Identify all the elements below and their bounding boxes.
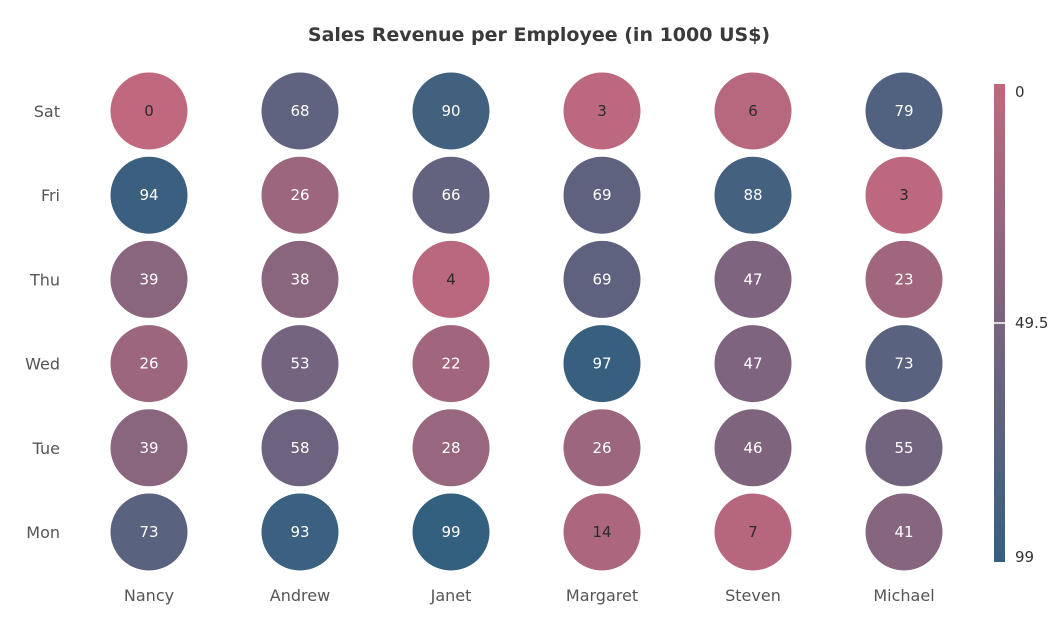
data-label: 41 xyxy=(894,523,913,541)
y-tick-label: Fri xyxy=(41,186,60,205)
y-tick-label: Thu xyxy=(29,270,60,289)
bubble-wed-margaret[interactable] xyxy=(562,324,642,404)
bubble-mon-janet[interactable] xyxy=(411,492,491,572)
bubble-mon-nancy[interactable] xyxy=(109,492,189,572)
bubble-wed-michael[interactable] xyxy=(864,324,944,404)
legend-label-mid: 49.5 xyxy=(1015,314,1048,332)
data-label: 7 xyxy=(748,523,758,541)
bubble-fri-janet[interactable] xyxy=(411,155,491,235)
data-label: 73 xyxy=(894,355,913,373)
data-label: 39 xyxy=(139,270,158,288)
bubble-fri-steven[interactable] xyxy=(713,155,793,235)
bubble-sat-michael[interactable] xyxy=(864,71,944,151)
data-label: 3 xyxy=(597,102,607,120)
data-label: 4 xyxy=(446,270,456,288)
data-label: 53 xyxy=(290,355,309,373)
data-label: 0 xyxy=(144,102,154,120)
data-label: 99 xyxy=(441,523,460,541)
bubble-sat-steven[interactable] xyxy=(713,71,793,151)
data-label: 26 xyxy=(290,186,309,204)
data-label: 38 xyxy=(290,270,309,288)
bubble-thu-andrew[interactable] xyxy=(260,239,340,319)
data-label: 23 xyxy=(894,270,913,288)
legend-label-max: 99 xyxy=(1015,548,1034,566)
bubble-thu-janet[interactable] xyxy=(411,239,491,319)
data-label: 79 xyxy=(894,102,913,120)
x-tick-label: Steven xyxy=(725,586,781,605)
y-tick-label: Sat xyxy=(34,102,60,121)
bubble-tue-michael[interactable] xyxy=(864,408,944,488)
data-label: 97 xyxy=(592,355,611,373)
bubble-wed-nancy[interactable] xyxy=(109,324,189,404)
x-tick-label: Nancy xyxy=(124,586,174,605)
color-legend: 0 49.5 99 xyxy=(994,83,1048,566)
x-tick-label: Margaret xyxy=(566,586,638,605)
data-label: 90 xyxy=(441,102,460,120)
legend-label-min: 0 xyxy=(1015,83,1025,101)
x-tick-label: Andrew xyxy=(270,586,330,605)
bubble-thu-michael[interactable] xyxy=(864,239,944,319)
data-label: 28 xyxy=(441,439,460,457)
bubble-tue-margaret[interactable] xyxy=(562,408,642,488)
data-label: 6 xyxy=(748,102,758,120)
bubble-thu-nancy[interactable] xyxy=(109,239,189,319)
data-label: 69 xyxy=(592,186,611,204)
bubble-wed-janet[interactable] xyxy=(411,324,491,404)
chart-title: Sales Revenue per Employee (in 1000 US$) xyxy=(308,24,770,46)
bubble-tue-janet[interactable] xyxy=(411,408,491,488)
bubble-mon-michael[interactable] xyxy=(864,492,944,572)
data-label: 55 xyxy=(894,439,913,457)
bubble-mon-margaret[interactable] xyxy=(562,492,642,572)
data-label: 26 xyxy=(139,355,158,373)
data-label: 14 xyxy=(592,523,611,541)
y-axis: Sat Fri Thu Wed Tue Mon xyxy=(25,102,60,542)
data-label: 73 xyxy=(139,523,158,541)
data-label: 58 xyxy=(290,439,309,457)
y-tick-label: Wed xyxy=(25,355,60,374)
data-label: 69 xyxy=(592,270,611,288)
data-label: 26 xyxy=(592,439,611,457)
data-label: 47 xyxy=(743,270,762,288)
bubble-sat-margaret[interactable] xyxy=(562,71,642,151)
bubble-fri-margaret[interactable] xyxy=(562,155,642,235)
data-label: 94 xyxy=(139,186,158,204)
data-label: 47 xyxy=(743,355,762,373)
data-label: 22 xyxy=(441,355,460,373)
bubble-sat-andrew[interactable] xyxy=(260,71,340,151)
data-label: 46 xyxy=(743,439,762,457)
data-label: 93 xyxy=(290,523,309,541)
bubble-grid: 0 68 90 3 6 79 94 26 66 69 88 3 39 38 4 69 47 23 26 53 22 97 4… xyxy=(109,71,944,572)
y-tick-label: Tue xyxy=(32,439,60,458)
x-tick-label: Michael xyxy=(873,586,934,605)
data-label: 39 xyxy=(139,439,158,457)
bubble-wed-andrew[interactable] xyxy=(260,324,340,404)
bubble-mon-andrew[interactable] xyxy=(260,492,340,572)
bubble-tue-andrew[interactable] xyxy=(260,408,340,488)
bubble-wed-steven[interactable] xyxy=(713,324,793,404)
bubble-tue-steven[interactable] xyxy=(713,408,793,488)
bubble-fri-nancy[interactable] xyxy=(109,155,189,235)
bubble-thu-margaret[interactable] xyxy=(562,239,642,319)
y-tick-label: Mon xyxy=(26,523,60,542)
bubble-fri-michael[interactable] xyxy=(864,155,944,235)
bubble-mon-steven[interactable] xyxy=(713,492,793,572)
x-tick-label: Janet xyxy=(430,586,472,605)
data-label: 68 xyxy=(290,102,309,120)
data-label: 66 xyxy=(441,186,460,204)
bubble-sat-janet[interactable] xyxy=(411,71,491,151)
bubble-thu-steven[interactable] xyxy=(713,239,793,319)
data-label: 3 xyxy=(899,186,909,204)
x-axis: Nancy Andrew Janet Margaret Steven Michael xyxy=(124,586,935,605)
bubble-tue-nancy[interactable] xyxy=(109,408,189,488)
data-label: 88 xyxy=(743,186,762,204)
bubble-fri-andrew[interactable] xyxy=(260,155,340,235)
bubble-sat-nancy[interactable] xyxy=(109,71,189,151)
